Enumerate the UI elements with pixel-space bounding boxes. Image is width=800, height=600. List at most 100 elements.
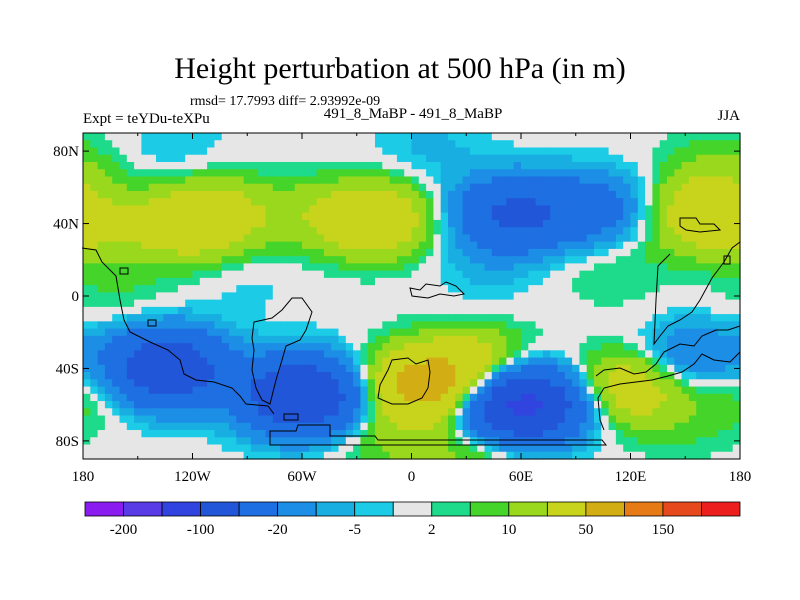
field-cell [163, 169, 172, 178]
field-cell [418, 285, 427, 293]
field-cell [243, 277, 252, 286]
field-cell [506, 147, 515, 156]
field-cell [418, 212, 427, 221]
field-cell [732, 343, 741, 351]
field-cell [272, 270, 281, 279]
field-cell [287, 328, 296, 337]
field-cell [112, 169, 121, 178]
field-cell [126, 321, 135, 330]
field-cell [170, 147, 179, 156]
field-cell [411, 205, 420, 214]
field-cell [491, 415, 500, 424]
field-cell [696, 314, 705, 322]
chart-title: Height perturbation at 500 hPa (in m) [174, 52, 626, 85]
field-cell [338, 451, 347, 460]
field-cell [418, 350, 427, 359]
field-cell [681, 328, 690, 337]
field-cell [134, 263, 142, 272]
field-cell [236, 357, 245, 366]
field-cell [652, 335, 661, 344]
field-cell [287, 321, 296, 330]
field-cell [528, 350, 537, 359]
field-cell [725, 408, 734, 417]
field-cell [323, 248, 332, 257]
field-cell [97, 241, 106, 250]
field-cell [572, 161, 580, 170]
field-cell [265, 372, 274, 380]
field-cell [287, 140, 296, 149]
field-cell [455, 335, 464, 344]
field-cell [316, 198, 325, 207]
field-cell [90, 234, 99, 243]
field-cell [97, 183, 106, 192]
field-cell [360, 306, 369, 315]
field-cell [579, 314, 588, 322]
field-cell [97, 270, 106, 279]
field-cell [221, 140, 230, 149]
field-cell [199, 328, 208, 337]
field-cell [199, 198, 208, 207]
field-cell [156, 306, 164, 315]
field-cell [229, 147, 237, 156]
field-cell [426, 140, 434, 149]
field-cell [506, 205, 515, 214]
field-cell [258, 306, 267, 315]
field-cell [258, 321, 267, 330]
field-cell [608, 205, 617, 214]
field-cell [229, 256, 237, 264]
field-cell [418, 227, 427, 236]
field-cell [499, 415, 507, 424]
field-cell [710, 343, 719, 351]
field-cell [375, 401, 383, 409]
field-cell [170, 263, 179, 272]
field-cell [645, 343, 653, 351]
field-cell [513, 161, 522, 170]
field-cell [513, 176, 522, 185]
field-cell [572, 133, 580, 141]
field-cell [696, 234, 705, 243]
field-cell [623, 198, 632, 207]
field-cell [499, 263, 507, 272]
field-cell [674, 364, 683, 373]
field-cell [455, 227, 464, 236]
field-cell [90, 140, 99, 149]
field-cell [192, 263, 201, 272]
field-cell [594, 422, 602, 431]
field-cell [725, 190, 734, 199]
field-cell [557, 350, 566, 359]
field-cell [418, 408, 427, 417]
field-cell [528, 343, 537, 351]
field-cell [287, 198, 296, 207]
field-cell [148, 285, 157, 293]
field-cell [513, 270, 522, 279]
field-cell [542, 386, 551, 395]
field-cell [484, 364, 493, 373]
field-cell [280, 176, 288, 185]
field-cell [674, 379, 683, 388]
field-cell [177, 430, 186, 438]
field-cell [265, 248, 274, 257]
field-cell [659, 408, 668, 417]
field-cell [360, 140, 369, 149]
field-cell [404, 140, 413, 149]
field-cell [367, 270, 376, 279]
field-cell [718, 437, 726, 446]
field-cell [272, 357, 281, 366]
field-cell [521, 270, 529, 279]
field-cell [491, 263, 500, 272]
field-cell [389, 205, 398, 214]
field-cell [229, 343, 237, 351]
field-cell [652, 256, 661, 264]
field-cell [601, 364, 610, 373]
field-cell [112, 161, 121, 170]
field-cell [426, 256, 434, 264]
field-cell [652, 372, 661, 380]
field-cell [667, 133, 675, 141]
field-cell [477, 357, 486, 366]
field-cell [521, 415, 529, 424]
field-cell [477, 415, 486, 424]
field-cell [564, 205, 573, 214]
field-cell [659, 357, 668, 366]
field-cell [396, 133, 405, 141]
field-cell [630, 364, 639, 373]
